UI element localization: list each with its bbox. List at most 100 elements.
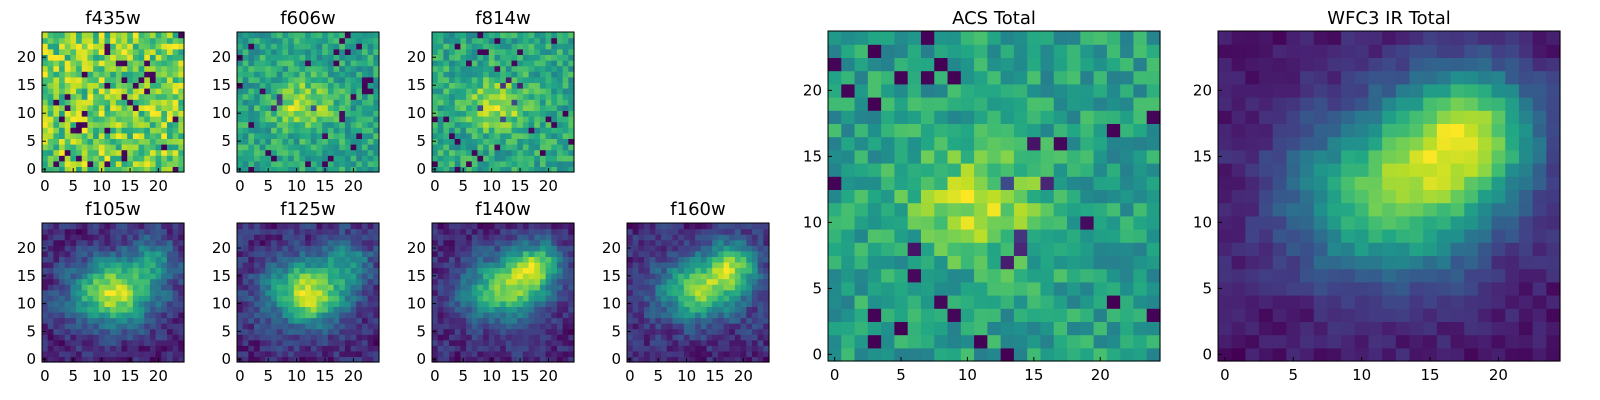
heatmap-cell	[373, 93, 380, 100]
heatmap-cell	[987, 189, 1002, 204]
heatmap-cell	[166, 155, 174, 162]
heatmap-cell	[706, 245, 713, 252]
heatmap-cell	[828, 189, 842, 204]
heatmap-cell	[149, 295, 157, 302]
heatmap-cell	[437, 37, 444, 44]
heatmap-cell	[115, 339, 123, 346]
heatmap-cell	[316, 234, 323, 241]
heatmap-cell	[276, 160, 284, 167]
heatmap-cell	[841, 308, 856, 322]
heatmap-cell	[466, 289, 473, 296]
heatmap-cell	[920, 347, 935, 362]
heatmap-cell	[522, 256, 530, 263]
heatmap-cell	[288, 99, 295, 106]
heatmap-cell	[1067, 215, 1081, 230]
heatmap-cell	[505, 121, 513, 128]
heatmap-cell	[53, 155, 60, 162]
heatmap-cell	[310, 149, 318, 156]
heatmap-cell	[500, 76, 507, 83]
heatmap-cell	[881, 268, 895, 283]
heatmap-cell	[299, 267, 306, 274]
heatmap-cell	[138, 37, 145, 44]
heatmap-cell	[661, 356, 668, 363]
heatmap-cell	[1067, 136, 1081, 151]
heatmap-cell	[53, 116, 60, 123]
heatmap-cell	[53, 110, 60, 117]
heatmap-cell	[172, 245, 179, 252]
heatmap-cell	[534, 32, 541, 39]
heatmap-cell	[505, 267, 513, 274]
heatmap-cell	[104, 54, 111, 61]
heatmap-cell	[757, 223, 764, 230]
heatmap-cell	[460, 256, 467, 263]
heatmap-cell	[373, 110, 380, 117]
heatmap-cell	[551, 284, 558, 291]
y-tick-label: 10	[17, 295, 36, 313]
heatmap-cell	[288, 339, 295, 346]
heatmap-cell	[974, 136, 988, 151]
heatmap-cell	[172, 127, 179, 134]
heatmap-cell	[568, 345, 575, 352]
heatmap-cell	[632, 256, 639, 263]
heatmap-cell	[361, 295, 369, 302]
heatmap-cell	[466, 228, 473, 235]
heatmap-cell	[350, 300, 357, 307]
heatmap-cell	[81, 284, 89, 291]
heatmap-cell	[1067, 163, 1081, 177]
heatmap-cell	[53, 234, 60, 241]
heatmap-cell	[271, 323, 278, 330]
heatmap-cell	[172, 300, 179, 307]
heatmap-cell	[934, 176, 949, 190]
heatmap-cell	[327, 110, 335, 117]
heatmap-cell	[288, 37, 295, 44]
heatmap-cell	[689, 295, 696, 302]
heatmap-cell	[248, 250, 255, 257]
heatmap-cell	[655, 334, 662, 341]
heatmap-cell	[149, 261, 157, 269]
heatmap-cell	[841, 163, 856, 177]
heatmap-cell	[93, 160, 100, 167]
heatmap-cell	[356, 273, 363, 280]
heatmap-cell	[110, 37, 117, 44]
heatmap-cell	[127, 127, 134, 134]
heatmap-cell	[161, 267, 168, 274]
heatmap-cell	[437, 65, 444, 72]
heatmap-cell	[237, 32, 244, 39]
heatmap-cell	[757, 311, 764, 319]
heatmap-cell	[432, 334, 439, 341]
heatmap-cell	[172, 306, 179, 313]
heatmap-cell	[373, 278, 380, 285]
heatmap-cell	[144, 37, 151, 44]
heatmap-cell	[282, 306, 289, 313]
heatmap-cell	[894, 255, 909, 270]
heatmap-cell	[488, 132, 496, 139]
heatmap-cell	[98, 317, 106, 324]
heatmap-cell	[477, 48, 484, 55]
heatmap-cell	[161, 234, 168, 241]
heatmap-cell	[920, 123, 935, 138]
heatmap-cell	[854, 268, 869, 283]
heatmap-cell	[522, 71, 530, 78]
heatmap-cell	[1093, 202, 1108, 217]
heatmap-cell	[76, 273, 83, 280]
heatmap-cell	[907, 202, 922, 217]
heatmap-cell	[505, 289, 513, 296]
heatmap-cell	[1093, 255, 1108, 270]
heatmap-cell	[1146, 136, 1161, 151]
heatmap-cell	[271, 166, 278, 173]
heatmap-cell	[344, 99, 352, 106]
heatmap-cell	[259, 110, 266, 117]
heatmap-cell	[178, 234, 185, 241]
heatmap-cell	[104, 110, 111, 117]
heatmap-cell	[471, 239, 479, 246]
heatmap-cell	[683, 345, 691, 352]
heatmap-cell	[121, 65, 128, 72]
heatmap-cell	[248, 345, 255, 352]
heatmap-cell	[522, 127, 530, 134]
heatmap-cell	[556, 328, 564, 335]
heatmap-cell	[644, 245, 651, 252]
heatmap-cell	[76, 323, 83, 330]
heatmap-cell	[42, 223, 49, 230]
heatmap-cell	[437, 121, 444, 128]
